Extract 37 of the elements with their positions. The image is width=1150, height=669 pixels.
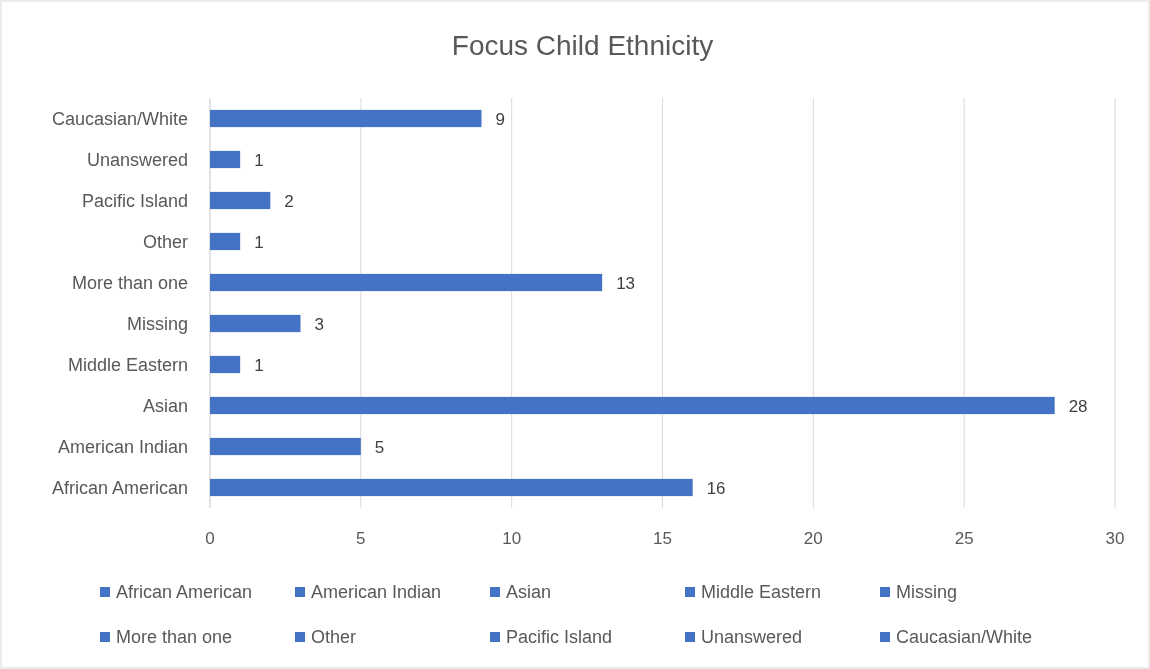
x-tick-label: 30 (1105, 529, 1125, 548)
legend-label: African American (116, 582, 253, 602)
x-tick-label: 5 (356, 529, 366, 548)
y-tick-label: Pacific Island (81, 190, 188, 211)
legend-label: Other (311, 627, 357, 647)
data-label: 1 (254, 150, 264, 170)
data-label: 2 (284, 191, 294, 211)
x-tick-label: 20 (803, 529, 823, 548)
legend-label: Unanswered (701, 627, 803, 647)
legend-label: Missing (896, 582, 958, 602)
data-label: 1 (254, 355, 264, 375)
y-tick-label: More than one (71, 272, 188, 293)
data-label: 13 (616, 273, 636, 293)
x-tick-label: 10 (502, 529, 522, 548)
chart-title: Focus Child Ethnicity (451, 30, 714, 61)
x-tick-label: 25 (954, 529, 974, 548)
data-label: 5 (374, 437, 385, 457)
legend-label: Caucasian/White (896, 627, 1033, 647)
x-tick-label: 0 (205, 529, 215, 548)
x-tick-label: 15 (653, 529, 672, 548)
legend-label: Pacific Island (506, 627, 613, 647)
data-label: 1 (254, 232, 264, 252)
y-tick-label: American Indian (57, 436, 188, 457)
data-label: 9 (495, 109, 505, 129)
data-label: 16 (706, 478, 726, 498)
legend-label: Asian (506, 582, 552, 602)
data-label: 3 (314, 314, 324, 334)
y-tick-label: Unanswered (86, 149, 188, 170)
y-tick-label: Middle Eastern (67, 354, 188, 375)
y-tick-label: African American (51, 477, 188, 498)
y-tick-label: Other (142, 231, 188, 252)
y-tick-label: Caucasian/White (51, 108, 188, 129)
y-tick-label: Missing (126, 313, 188, 334)
data-label: 28 (1068, 396, 1088, 416)
y-tick-label: Asian (142, 395, 188, 416)
legend-label: American Indian (311, 582, 442, 602)
legend-label: Middle Eastern (701, 582, 822, 602)
